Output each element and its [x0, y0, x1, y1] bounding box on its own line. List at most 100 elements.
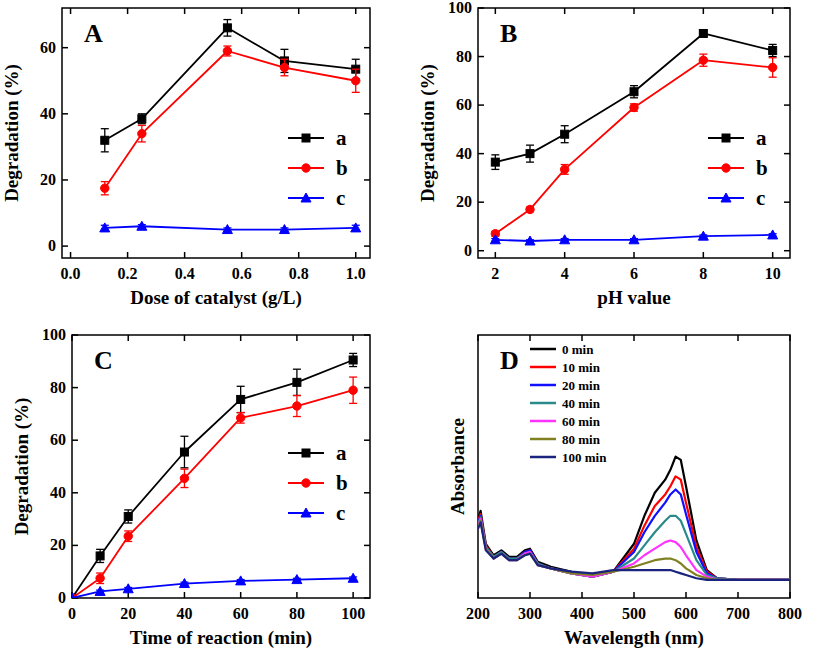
error-bar	[699, 54, 707, 66]
series-line	[478, 519, 790, 580]
y-tick-label: 80	[50, 379, 66, 396]
error-bar	[96, 573, 104, 584]
error-bar	[349, 353, 357, 366]
marker-square	[491, 158, 499, 166]
y-tick	[478, 153, 484, 155]
x-tick-label: 8	[699, 265, 707, 282]
error-cap	[699, 53, 707, 54]
x-tick	[296, 592, 298, 598]
x-tick	[633, 252, 635, 258]
x-tick	[127, 252, 129, 258]
error-cap	[96, 562, 104, 563]
plot-data	[100, 20, 361, 234]
x-tick-top	[737, 335, 739, 341]
error-cap	[769, 44, 777, 45]
panel-title: C	[94, 346, 113, 375]
x-tick	[477, 592, 479, 598]
legend-label: b	[336, 471, 348, 495]
series-line	[72, 578, 353, 598]
y-tick-label: 20	[40, 171, 56, 188]
error-cap	[138, 123, 146, 124]
error-cap	[561, 125, 569, 126]
legend-label: c	[336, 501, 345, 525]
marker-square	[630, 88, 638, 96]
y-tick-label: 60	[456, 96, 472, 113]
y-tick-right	[364, 113, 370, 115]
x-tick	[685, 592, 687, 598]
legend-swatch	[530, 402, 556, 405]
marker-circle	[768, 63, 776, 71]
x-tick-label: 700	[726, 605, 750, 622]
legend: abc	[288, 441, 348, 525]
y-tick-right	[364, 439, 370, 441]
y-tick-right	[364, 545, 370, 547]
x-axis-label: Dose of catalyst (g/L)	[130, 287, 302, 309]
error-cap	[293, 395, 301, 396]
x-tick-top	[703, 8, 705, 14]
legend: abc	[708, 126, 768, 210]
error-bar	[293, 369, 301, 395]
x-tick	[564, 252, 566, 258]
legend-swatch	[530, 456, 556, 459]
error-cap	[237, 422, 245, 423]
x-tick	[633, 592, 635, 598]
figure: 0.00.20.40.60.81.00204060Dose of catalys…	[0, 0, 824, 663]
error-bar	[138, 114, 146, 124]
y-tick-label: 0	[58, 589, 66, 606]
error-cap	[237, 412, 245, 413]
x-tick	[789, 592, 791, 598]
error-cap	[237, 386, 245, 387]
x-tick-top	[71, 335, 73, 341]
y-tick-label: 60	[40, 39, 56, 56]
error-cap	[769, 57, 777, 58]
x-tick-label: 80	[289, 605, 305, 622]
legend-label: 60 min	[562, 414, 601, 429]
x-tick-label: 0.2	[118, 265, 138, 282]
x-tick-label: 0.8	[289, 265, 309, 282]
marker-triangle	[222, 225, 232, 234]
y-tick-right	[784, 104, 790, 106]
error-cap	[138, 113, 146, 114]
marker-circle	[138, 129, 146, 137]
error-bar	[180, 436, 188, 468]
y-tick-label: 20	[50, 536, 66, 553]
x-tick-top	[296, 335, 298, 341]
x-tick-label: 0.6	[232, 265, 252, 282]
x-tick-label: 10	[765, 265, 781, 282]
error-cap	[630, 85, 638, 86]
error-cap	[180, 487, 188, 488]
error-bar	[101, 182, 109, 195]
series-line	[72, 360, 353, 598]
x-tick-label: 0	[68, 605, 76, 622]
y-tick-right	[364, 179, 370, 181]
error-bar	[769, 58, 777, 77]
error-cap	[101, 128, 109, 129]
error-cap	[180, 468, 188, 469]
marker-square	[769, 46, 777, 54]
error-cap	[223, 19, 231, 20]
error-cap	[101, 194, 109, 195]
marker-triangle	[236, 576, 246, 585]
marker-triangle	[292, 575, 302, 584]
marker-circle	[223, 47, 231, 55]
error-bar	[561, 165, 569, 175]
error-bar	[138, 125, 146, 142]
error-cap	[769, 56, 777, 57]
legend-label: 100 min	[562, 450, 607, 465]
error-bar	[101, 129, 109, 152]
series-line	[478, 490, 790, 580]
panel: 020406080100020406080100Time of reaction…	[11, 326, 370, 649]
x-tick-label: 40	[176, 605, 192, 622]
y-tick-label: 40	[50, 484, 66, 501]
error-cap	[138, 125, 146, 126]
y-tick	[478, 7, 484, 9]
y-tick	[72, 387, 78, 389]
marker-triangle	[100, 223, 110, 232]
plot-frame	[72, 335, 370, 598]
x-tick-label: 500	[622, 605, 646, 622]
y-tick	[62, 113, 68, 115]
y-tick-right	[364, 47, 370, 49]
marker-square	[526, 150, 534, 158]
legend-label: a	[336, 441, 347, 465]
marker-circle	[699, 56, 707, 64]
